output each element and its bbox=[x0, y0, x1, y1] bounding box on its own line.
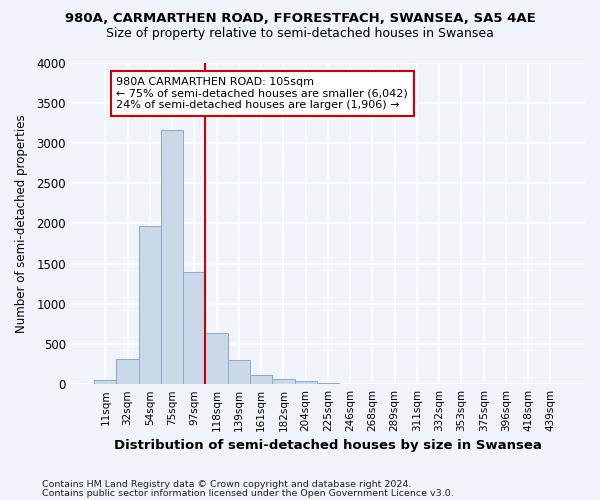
Y-axis label: Number of semi-detached properties: Number of semi-detached properties bbox=[15, 114, 28, 332]
Bar bbox=[205, 332, 228, 384]
Bar bbox=[94, 380, 116, 384]
Bar bbox=[116, 359, 139, 384]
Text: 980A CARMARTHEN ROAD: 105sqm
← 75% of semi-detached houses are smaller (6,042)
2: 980A CARMARTHEN ROAD: 105sqm ← 75% of se… bbox=[116, 77, 408, 110]
Bar bbox=[183, 272, 205, 384]
X-axis label: Distribution of semi-detached houses by size in Swansea: Distribution of semi-detached houses by … bbox=[114, 440, 542, 452]
Bar bbox=[250, 376, 272, 384]
Bar bbox=[272, 379, 295, 384]
Bar bbox=[228, 360, 250, 384]
Bar bbox=[317, 382, 339, 384]
Text: Contains HM Land Registry data © Crown copyright and database right 2024.: Contains HM Land Registry data © Crown c… bbox=[42, 480, 412, 489]
Text: 980A, CARMARTHEN ROAD, FFORESTFACH, SWANSEA, SA5 4AE: 980A, CARMARTHEN ROAD, FFORESTFACH, SWAN… bbox=[65, 12, 535, 26]
Bar bbox=[139, 226, 161, 384]
Text: Contains public sector information licensed under the Open Government Licence v3: Contains public sector information licen… bbox=[42, 489, 454, 498]
Text: Size of property relative to semi-detached houses in Swansea: Size of property relative to semi-detach… bbox=[106, 28, 494, 40]
Bar bbox=[295, 380, 317, 384]
Bar bbox=[161, 130, 183, 384]
